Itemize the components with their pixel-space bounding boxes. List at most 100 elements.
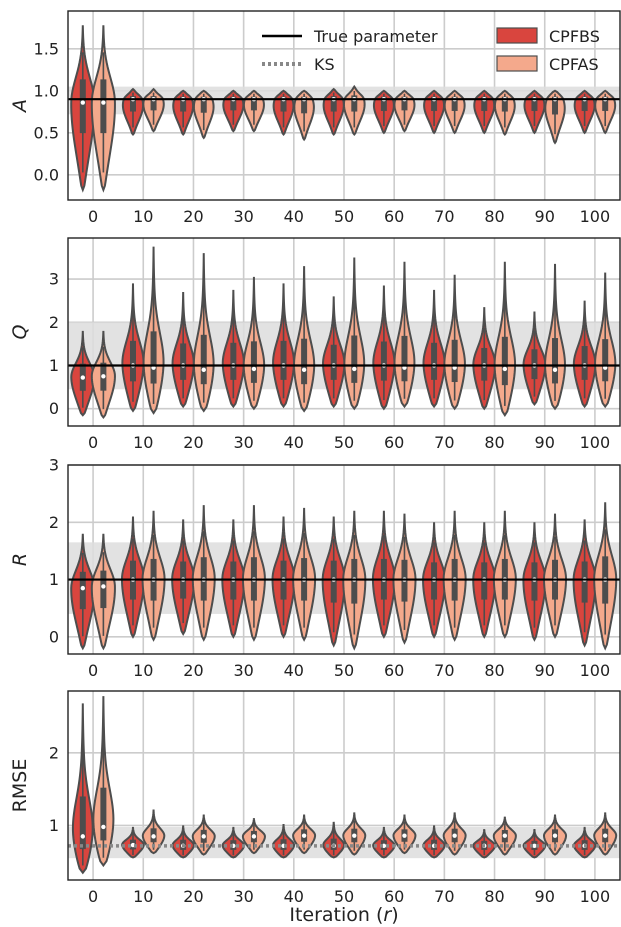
y-axis-label: RMSE bbox=[9, 759, 31, 813]
x-tick-label: 30 bbox=[233, 207, 253, 226]
y-tick-label: 3 bbox=[49, 456, 59, 475]
violin-box bbox=[431, 96, 438, 111]
legend-label: KS bbox=[314, 55, 335, 74]
y-tick-label: 2 bbox=[49, 743, 59, 762]
panel-frame bbox=[67, 237, 621, 427]
x-tick-label: 80 bbox=[484, 661, 504, 680]
violin-box bbox=[330, 96, 337, 112]
violin-median bbox=[352, 833, 357, 838]
violin-median bbox=[80, 100, 86, 105]
x-tick-label: 40 bbox=[284, 207, 304, 226]
legend-entry-cpfas: CPFAS bbox=[496, 55, 599, 74]
violin-box bbox=[581, 561, 588, 603]
violin-box bbox=[230, 96, 237, 111]
violin-box bbox=[451, 339, 458, 383]
x-tick-label: 20 bbox=[183, 433, 203, 452]
violin-median bbox=[80, 834, 86, 839]
legend-label: CPFAS bbox=[549, 55, 599, 74]
violin-box bbox=[552, 96, 559, 115]
violin-box bbox=[351, 335, 358, 383]
violin-box bbox=[301, 338, 308, 385]
y-tick-label: 0.0 bbox=[34, 165, 59, 184]
violin-median bbox=[101, 374, 106, 379]
x-tick-label: 0 bbox=[88, 661, 98, 680]
violin-median bbox=[80, 375, 86, 380]
x-tick-label: 50 bbox=[334, 887, 354, 906]
violin-median bbox=[80, 585, 86, 591]
panel-1: 0.0 0.5 1.0 1.5 0 10 20 30 40 50 60 70 80 90 100 A bbox=[9, 10, 621, 226]
panel-frame bbox=[67, 690, 621, 881]
legend-label: True parameter bbox=[313, 27, 438, 46]
legend-entry-ks: KS bbox=[262, 55, 335, 74]
x-tick-label: 30 bbox=[233, 661, 253, 680]
violin-median bbox=[552, 367, 558, 373]
violin-box bbox=[250, 341, 257, 383]
x-tick-label: 70 bbox=[434, 433, 454, 452]
x-tick-label: 10 bbox=[133, 433, 153, 452]
x-tick-label: 60 bbox=[384, 887, 404, 906]
violin-box bbox=[79, 571, 86, 610]
legend-swatch bbox=[496, 55, 538, 72]
violin-box bbox=[280, 340, 287, 380]
y-tick-label: 0.5 bbox=[34, 123, 59, 142]
violin-box bbox=[100, 787, 107, 841]
y-tick-label: 2 bbox=[49, 313, 59, 332]
x-tick-label: 80 bbox=[484, 433, 504, 452]
violin-box bbox=[380, 96, 387, 111]
violin-median bbox=[402, 833, 407, 838]
violin-box bbox=[501, 96, 508, 112]
x-tick-label: 90 bbox=[535, 661, 555, 680]
violin-median bbox=[101, 100, 106, 105]
violin-median bbox=[251, 366, 257, 372]
violin-box bbox=[200, 96, 207, 113]
violin-box bbox=[602, 96, 609, 111]
violin-box bbox=[380, 341, 387, 381]
x-tick-label: 80 bbox=[484, 887, 504, 906]
violin-box bbox=[280, 96, 287, 112]
violin-box bbox=[129, 96, 136, 112]
x-tick-label: 0 bbox=[88, 433, 98, 452]
violin-median bbox=[151, 834, 156, 839]
violin-box bbox=[150, 96, 157, 111]
x-tick-label: 90 bbox=[535, 207, 555, 226]
violin-box bbox=[250, 96, 257, 111]
x-tick-label: 100 bbox=[580, 207, 611, 226]
violin-median bbox=[201, 367, 206, 373]
y-tick-label: 0 bbox=[49, 399, 59, 418]
violin-box bbox=[79, 796, 86, 850]
violin-box bbox=[401, 335, 408, 382]
violin-box bbox=[79, 79, 86, 134]
legend-swatch bbox=[496, 27, 538, 44]
x-tick-label: 100 bbox=[580, 661, 611, 680]
x-tick-label: 30 bbox=[233, 887, 253, 906]
x-tick-label: 50 bbox=[334, 433, 354, 452]
y-axis-label: Q bbox=[9, 324, 31, 339]
legend: True parameter KS CPFBS CPFAS bbox=[262, 27, 600, 74]
violin-box bbox=[180, 343, 187, 380]
violin-median bbox=[101, 584, 106, 589]
x-tick-label: 60 bbox=[384, 433, 404, 452]
x-tick-label: 20 bbox=[183, 207, 203, 226]
violin-box bbox=[180, 96, 187, 112]
violin-median bbox=[201, 834, 206, 839]
violin-box bbox=[230, 342, 237, 380]
violin-median bbox=[251, 834, 257, 839]
x-tick-label: 50 bbox=[334, 661, 354, 680]
violin-box bbox=[150, 331, 157, 384]
y-tick-label: 1 bbox=[49, 570, 59, 589]
violin-box bbox=[330, 344, 337, 380]
panel-frame bbox=[67, 10, 621, 201]
y-axis-label: R bbox=[9, 553, 31, 566]
x-tick-label: 40 bbox=[284, 661, 304, 680]
x-tick-label: 0 bbox=[88, 887, 98, 906]
violin-median bbox=[532, 843, 537, 849]
x-tick-label: 60 bbox=[384, 207, 404, 226]
violin-median bbox=[552, 833, 558, 838]
x-tick-label: 40 bbox=[284, 433, 304, 452]
violin-box bbox=[451, 96, 458, 111]
violin-box bbox=[351, 95, 358, 112]
x-tick-label: 60 bbox=[384, 661, 404, 680]
